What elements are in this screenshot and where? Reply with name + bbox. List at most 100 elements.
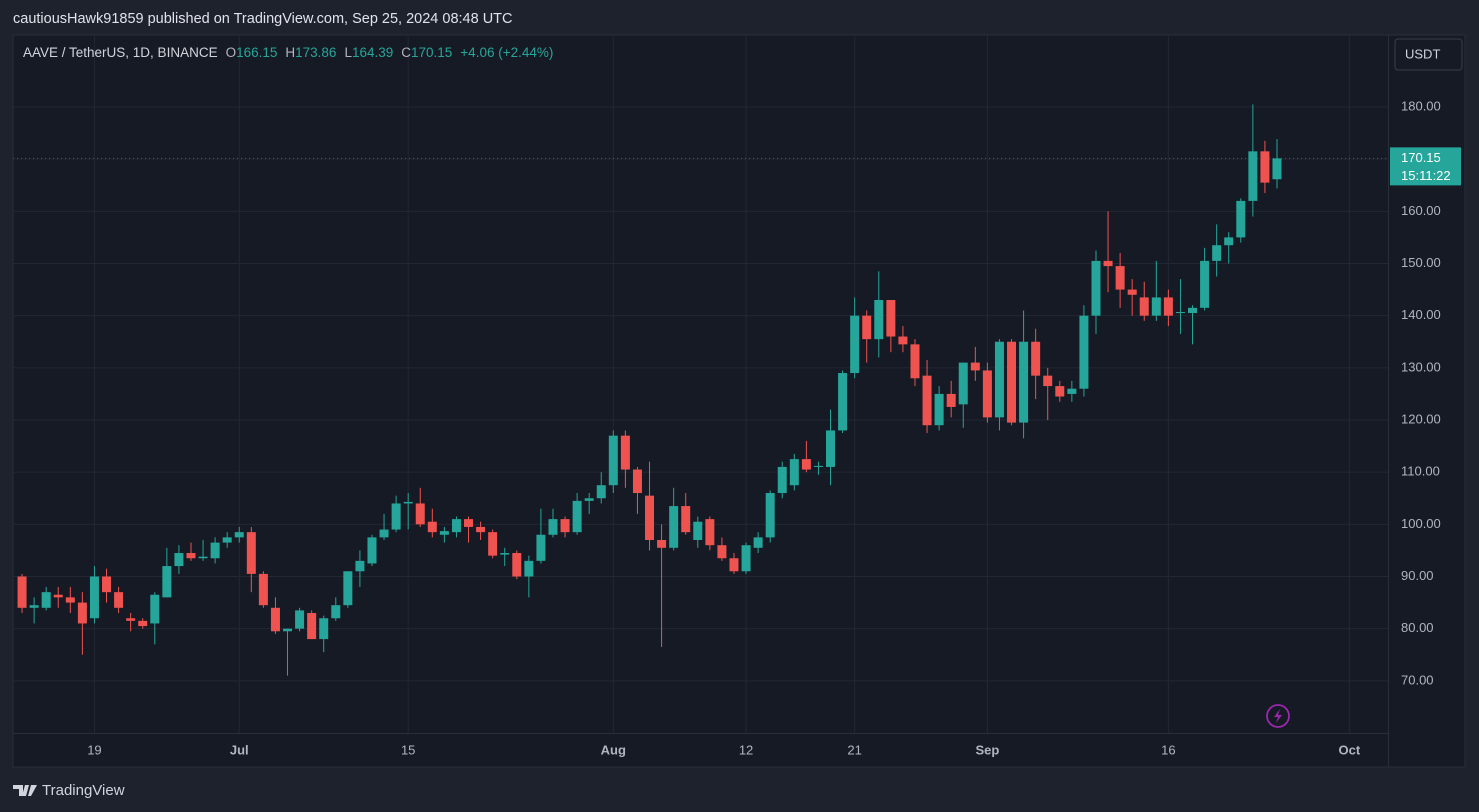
price-change: +4.06 (+2.44%) xyxy=(460,45,554,60)
candle-body xyxy=(102,576,112,593)
candle-body xyxy=(319,618,329,640)
candle-body xyxy=(813,465,823,467)
candle-body xyxy=(186,553,196,559)
candle-body xyxy=(150,594,160,624)
candle-body xyxy=(1139,297,1149,316)
candle-body xyxy=(379,529,389,538)
candle-body xyxy=(994,341,1004,418)
candle-body xyxy=(681,506,691,533)
legend: AAVE / TetherUS, 1D, BINANCE O166.15 H173.… xyxy=(23,45,553,60)
ohlc-value: 173.86 xyxy=(295,45,337,60)
price-tag xyxy=(1390,147,1461,186)
candle-body xyxy=(910,344,920,379)
candle-body xyxy=(1127,289,1137,295)
y-tick-label: 120.00 xyxy=(1401,411,1441,426)
candle-body xyxy=(777,466,787,494)
ohlc-key: O xyxy=(225,45,237,60)
candle-body xyxy=(1019,341,1029,423)
candle-body xyxy=(343,571,353,606)
candle-body xyxy=(620,435,630,470)
candle-body xyxy=(765,493,775,538)
y-tick-label: 90.00 xyxy=(1401,568,1434,583)
candle-body xyxy=(717,545,727,559)
candle-body xyxy=(946,393,956,407)
candle-body xyxy=(982,370,992,418)
candle-body xyxy=(922,375,932,426)
candle-body xyxy=(222,537,232,543)
ohlc-key: C xyxy=(401,45,411,60)
candle-body xyxy=(934,393,944,426)
candle-body xyxy=(1272,158,1282,180)
candle-body xyxy=(53,594,63,598)
candle-body xyxy=(89,576,99,619)
x-tick-label: Sep xyxy=(975,742,999,757)
x-tick-label: Oct xyxy=(1339,742,1361,757)
candle-body xyxy=(415,503,425,525)
candle-body xyxy=(512,553,522,577)
candle-body xyxy=(77,602,87,624)
candle-body xyxy=(584,498,594,501)
candle-body xyxy=(331,605,341,619)
candle-body xyxy=(138,620,148,627)
y-tick-label: 100.00 xyxy=(1401,516,1441,531)
candles xyxy=(17,104,1282,676)
candle-body xyxy=(801,459,811,470)
candle-body xyxy=(862,315,872,340)
x-tick-label: Jul xyxy=(230,742,249,757)
candle-body xyxy=(1212,245,1222,261)
candle-body xyxy=(162,566,172,598)
candle-body xyxy=(536,534,546,561)
candle-body xyxy=(560,519,570,533)
y-tick-label: 80.00 xyxy=(1401,620,1434,635)
ohlc-key: H xyxy=(285,45,296,60)
candle-body xyxy=(1248,151,1258,201)
y-tick-label: 70.00 xyxy=(1401,672,1434,687)
candle-body xyxy=(838,373,848,431)
candle-body xyxy=(705,519,715,546)
candle-body xyxy=(283,628,293,632)
candle-body xyxy=(126,618,136,621)
candle-body xyxy=(355,560,365,572)
candle-body xyxy=(1224,237,1234,246)
candle-body xyxy=(789,459,799,486)
x-tick-label: 19 xyxy=(87,742,101,757)
candle-body xyxy=(41,592,51,608)
candle-body xyxy=(174,553,184,567)
candle-body xyxy=(1260,151,1270,183)
x-tick-label: Aug xyxy=(601,742,626,757)
candle-body xyxy=(1055,386,1065,397)
price-tag-countdown: 15:11:22 xyxy=(1401,168,1451,183)
x-tick-label: 15 xyxy=(401,742,415,757)
candle-body xyxy=(741,545,751,572)
candle-body xyxy=(826,430,836,467)
chart-panel xyxy=(12,34,1466,768)
candle-body xyxy=(295,610,305,629)
candle-body xyxy=(1115,266,1125,290)
candle-body xyxy=(451,519,461,533)
x-tick-label: 16 xyxy=(1161,742,1175,757)
candle-body xyxy=(958,362,968,405)
candle-body xyxy=(886,300,896,337)
candle-body xyxy=(1163,297,1173,316)
candle-body xyxy=(572,500,582,533)
lightning-icon[interactable] xyxy=(1266,704,1290,728)
currency-button[interactable] xyxy=(1394,38,1463,71)
candle-body xyxy=(657,539,667,548)
candle-body xyxy=(29,605,39,608)
brand-name: TradingView xyxy=(42,782,125,799)
candle-body xyxy=(307,613,317,640)
candle-body xyxy=(1200,260,1210,308)
candle-body xyxy=(1079,315,1089,389)
y-tick-label: 150.00 xyxy=(1401,255,1441,270)
candle-body xyxy=(729,558,739,572)
ohlc-key: L xyxy=(344,45,352,60)
candle-body xyxy=(439,531,449,535)
symbol-title: AAVE / TetherUS, 1D, BINANCE xyxy=(23,45,218,60)
publisher: cautiousHawk91859 published on TradingVi… xyxy=(13,11,513,27)
candle-body xyxy=(17,576,27,608)
ohlc-value: 170.15 xyxy=(411,45,453,60)
candle-body xyxy=(1007,341,1017,423)
candle-body xyxy=(246,532,256,574)
